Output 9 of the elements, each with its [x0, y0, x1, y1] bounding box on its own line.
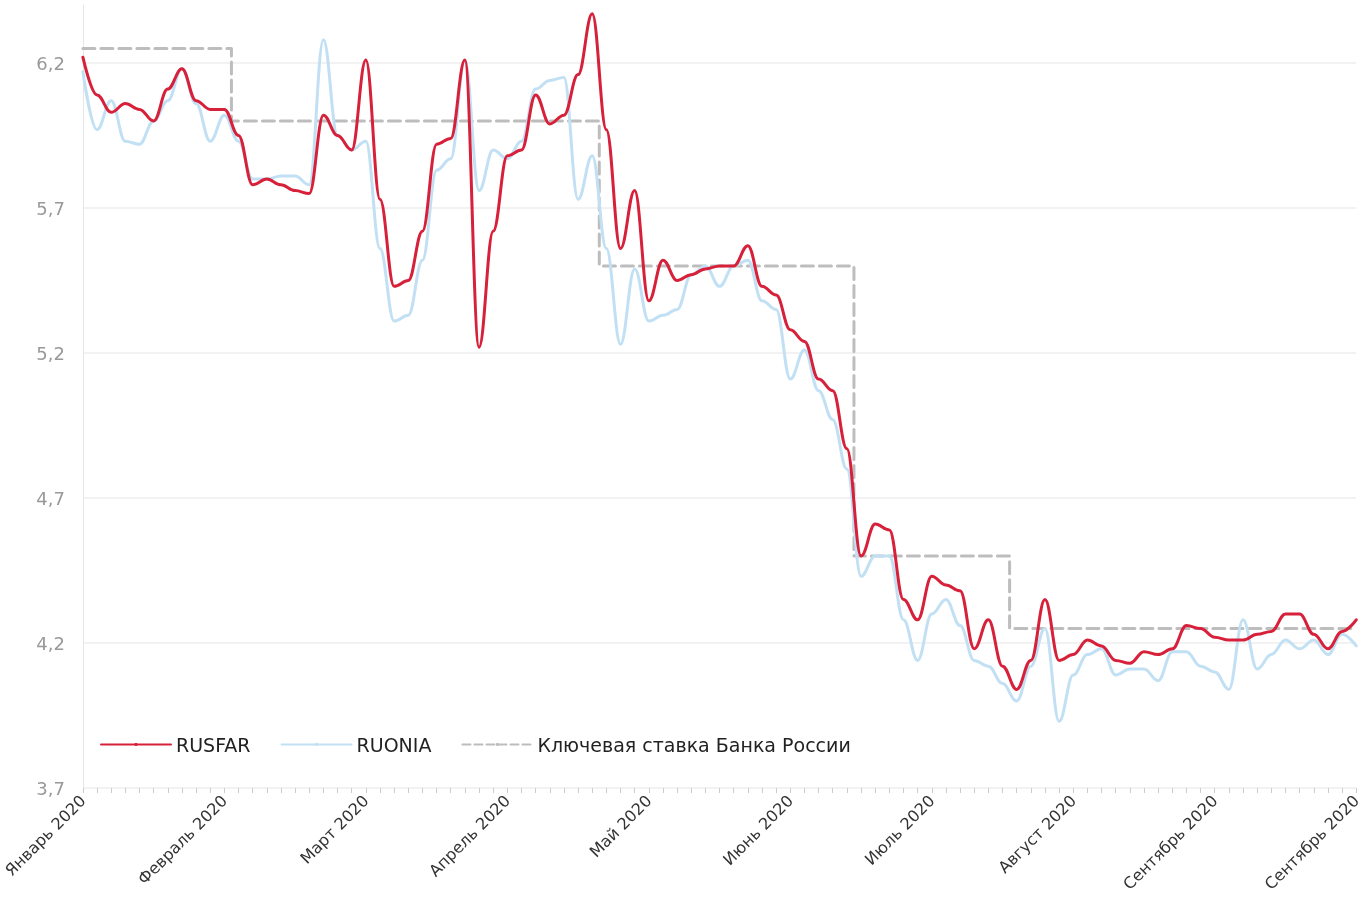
- y-tick-label: 4,7: [36, 487, 65, 509]
- y-tick-label: 4,2: [36, 632, 65, 654]
- y-tick-label: 5,2: [36, 342, 65, 364]
- y-tick-label: 6,2: [36, 52, 65, 74]
- legend-label: RUONIA: [356, 733, 432, 756]
- y-tick-label: 3,7: [36, 777, 65, 799]
- legend-label: RUSFAR: [176, 733, 251, 756]
- legend-label: Ключевая ставка Банка России: [537, 733, 851, 756]
- y-tick-label: 5,7: [36, 197, 65, 219]
